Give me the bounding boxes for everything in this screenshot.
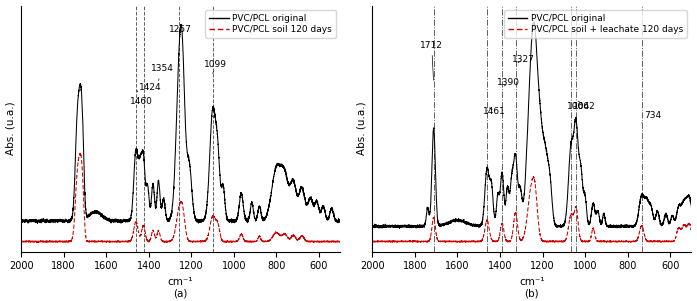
Text: 1042: 1042 <box>574 101 596 111</box>
Legend: PVC/PCL original, PVC/PCL soil 120 days: PVC/PCL original, PVC/PCL soil 120 days <box>205 10 336 38</box>
Text: (b): (b) <box>525 288 539 298</box>
Text: 1712: 1712 <box>420 41 443 80</box>
Text: 1461: 1461 <box>483 107 506 116</box>
Text: 1327: 1327 <box>512 55 535 64</box>
Y-axis label: Abs. (u.a.): Abs. (u.a.) <box>357 102 367 155</box>
Legend: PVC/PCL original, PVC/PCL soil + leachate 120 days: PVC/PCL original, PVC/PCL soil + leachat… <box>504 10 687 38</box>
X-axis label: cm⁻¹: cm⁻¹ <box>519 277 545 287</box>
Text: 1354: 1354 <box>151 64 174 81</box>
Text: (a): (a) <box>174 288 187 298</box>
Text: 1099: 1099 <box>204 60 227 73</box>
Text: 1460: 1460 <box>130 90 153 106</box>
Text: 1257: 1257 <box>169 24 192 34</box>
Text: 1424: 1424 <box>139 83 161 99</box>
X-axis label: cm⁻¹: cm⁻¹ <box>168 277 194 287</box>
Text: 1066: 1066 <box>567 102 590 111</box>
Text: 1390: 1390 <box>497 79 520 87</box>
Y-axis label: Abs. (u.a.): Abs. (u.a.) <box>6 102 15 155</box>
Text: 734: 734 <box>642 111 661 123</box>
